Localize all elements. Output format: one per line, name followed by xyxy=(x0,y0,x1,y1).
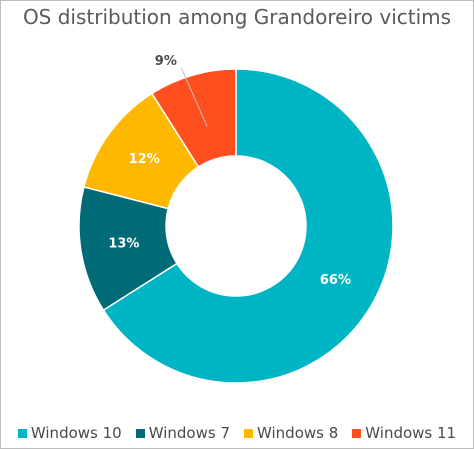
legend-label-windows-7: Windows 7 xyxy=(148,424,230,442)
slice-windows-10 xyxy=(102,68,394,384)
data-label-windows-7: 13% xyxy=(108,236,139,251)
data-label-windows-11: 9% xyxy=(155,54,177,69)
legend-item-windows-7: Windows 7 xyxy=(135,424,230,442)
data-label-windows-8: 12% xyxy=(129,152,160,167)
data-label-windows-10: 66% xyxy=(320,273,351,288)
legend-item-windows-10: Windows 10 xyxy=(17,424,122,442)
donut-chart: 66% 13% 12% 9% xyxy=(78,54,394,384)
legend-item-windows-8: Windows 8 xyxy=(244,424,338,442)
slice-windows-11 xyxy=(150,68,237,168)
legend-swatch-windows-8 xyxy=(244,428,253,438)
legend-swatch-windows-7 xyxy=(135,428,145,438)
leader-line-windows-11 xyxy=(180,67,208,127)
chart-legend: Windows 10 Windows 7 Windows 8 Windows 11 xyxy=(1,424,473,442)
chart-title: OS distribution among Grandoreiro victim… xyxy=(22,5,452,29)
legend-label-windows-10: Windows 10 xyxy=(30,424,122,442)
legend-label-windows-8: Windows 8 xyxy=(257,424,339,442)
legend-item-windows-11: Windows 11 xyxy=(352,424,456,442)
legend-label-windows-11: Windows 11 xyxy=(365,424,457,442)
legend-swatch-windows-10 xyxy=(17,428,27,438)
legend-swatch-windows-11 xyxy=(352,428,362,438)
